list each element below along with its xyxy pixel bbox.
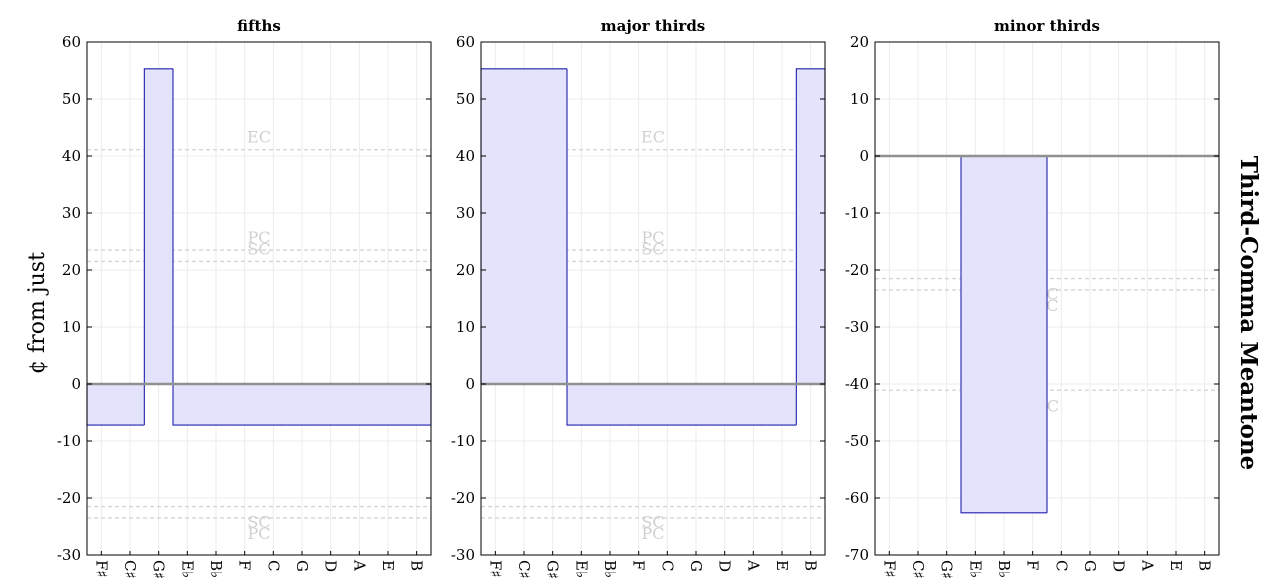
x-tick-label: G♯: [150, 560, 168, 579]
x-tick-label: F: [1024, 560, 1042, 570]
reference-label-sc: SC: [641, 239, 664, 258]
panel-title: fifths: [237, 17, 281, 35]
y-tick-label: -20: [451, 489, 475, 507]
y-tick-label: -10: [57, 432, 81, 450]
x-tick-label: C♯: [121, 560, 139, 579]
x-tick-label: B♭: [601, 560, 619, 578]
reference-label-pc: PC: [247, 524, 270, 543]
reference-label-pc: PC: [641, 228, 664, 247]
x-tick-label: G: [1081, 560, 1099, 572]
panel-3: SCPCEC-70-60-50-40-30-20-1001020F♯C♯G♯E♭…: [845, 17, 1220, 579]
row-label: Third-Comma Meantone: [1235, 156, 1262, 471]
x-tick-label: B: [408, 560, 426, 571]
y-tick-label: 0: [859, 147, 869, 165]
y-axis-label: ¢ from just: [25, 252, 50, 374]
y-tick-label: -30: [57, 546, 81, 564]
reference-label-sc: SC: [247, 239, 270, 258]
y-tick-label: 20: [62, 261, 81, 279]
x-tick-label: E♭: [572, 560, 590, 578]
x-tick-label: D: [322, 560, 340, 572]
reference-label-ec: EC: [247, 128, 271, 147]
x-tick-label: D: [716, 560, 734, 572]
step-4: [172, 68, 202, 426]
x-tick-label: F: [236, 560, 254, 570]
x-tick-label: E♭: [178, 560, 196, 578]
step-12: [795, 68, 825, 426]
x-tick-label: D: [1110, 560, 1128, 572]
x-tick-label: G: [687, 560, 705, 572]
x-tick-label: B: [802, 560, 820, 571]
reference-label-ec: EC: [641, 128, 665, 147]
y-tick-label: -20: [845, 261, 869, 279]
panel-title: minor thirds: [994, 17, 1100, 35]
y-tick-label: -30: [451, 546, 475, 564]
x-tick-label: B♭: [207, 560, 225, 578]
y-tick-label: 60: [456, 33, 475, 51]
x-tick-label: C♯: [515, 560, 533, 579]
y-tick-label: -60: [845, 489, 869, 507]
y-tick-label: 0: [465, 375, 475, 393]
x-tick-label: G: [293, 560, 311, 572]
step-3: [143, 68, 173, 426]
x-tick-label: C: [1052, 560, 1070, 571]
y-tick-label: 30: [62, 204, 81, 222]
x-tick-label: E: [379, 560, 397, 571]
x-tick-label: A: [1138, 559, 1156, 571]
y-tick-label: -50: [845, 432, 869, 450]
y-tick-label: 20: [456, 261, 475, 279]
y-tick-label: -40: [845, 375, 869, 393]
y-tick-label: -10: [451, 432, 475, 450]
y-tick-label: -20: [57, 489, 81, 507]
x-tick-label: F: [630, 560, 648, 570]
x-tick-label: A: [350, 559, 368, 571]
reference-label-sc: SC: [641, 513, 664, 532]
x-tick-label: C: [264, 560, 282, 571]
reference-label-pc: PC: [247, 228, 270, 247]
y-tick-label: 10: [850, 90, 869, 108]
reference-label-sc: SC: [247, 513, 270, 532]
x-tick-label: F♯: [486, 560, 504, 578]
y-tick-label: 40: [62, 147, 81, 165]
y-tick-label: 40: [456, 147, 475, 165]
y-tick-label: 30: [456, 204, 475, 222]
y-tick-label: 10: [456, 318, 475, 336]
y-tick-label: 60: [62, 33, 81, 51]
y-tick-label: 50: [62, 90, 81, 108]
y-tick-label: 50: [456, 90, 475, 108]
x-tick-label: B♭: [995, 560, 1013, 578]
x-tick-label: B: [1196, 560, 1214, 571]
x-tick-label: E: [1167, 560, 1185, 571]
x-tick-label: F♯: [880, 560, 898, 578]
step-4: [960, 156, 990, 514]
plot-frame: [874, 41, 1220, 556]
plot-frame: [480, 41, 826, 556]
x-tick-label: E: [773, 560, 791, 571]
y-tick-label: 10: [62, 318, 81, 336]
y-tick-label: -70: [845, 546, 869, 564]
x-tick-label: A: [744, 559, 762, 571]
plot-frame: [86, 41, 432, 556]
x-tick-label: C♯: [909, 560, 927, 579]
x-tick-label: E♭: [966, 560, 984, 578]
x-tick-label: G♯: [544, 560, 562, 579]
step-4: [566, 68, 596, 426]
y-tick-label: 0: [71, 375, 81, 393]
plot-background: [87, 42, 431, 555]
x-tick-label: F♯: [92, 560, 110, 578]
x-tick-label: G♯: [938, 560, 956, 579]
y-tick-label: -10: [845, 204, 869, 222]
y-tick-label: 20: [850, 33, 869, 51]
x-tick-label: C: [658, 560, 676, 571]
y-tick-label: -30: [845, 318, 869, 336]
panel-title: major thirds: [601, 17, 706, 35]
reference-label-pc: PC: [641, 524, 664, 543]
